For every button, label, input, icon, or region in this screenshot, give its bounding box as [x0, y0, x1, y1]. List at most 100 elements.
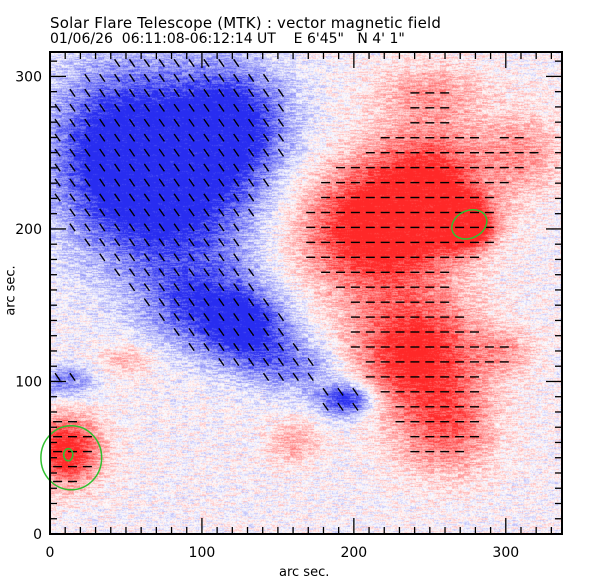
- field-vector: [218, 163, 225, 172]
- field-vector: [143, 133, 151, 142]
- field-vector: [307, 357, 314, 367]
- field-vector: [173, 178, 180, 187]
- field-vector: [128, 193, 136, 202]
- field-vector: [173, 148, 180, 157]
- chart-title: Solar Flare Telescope (MTK) : vector mag…: [50, 14, 442, 32]
- field-vector: [248, 178, 255, 187]
- field-vector: [158, 178, 165, 187]
- field-vector: [322, 387, 329, 396]
- field-vector: [84, 88, 91, 98]
- field-vector: [233, 238, 240, 247]
- field-vector: [158, 283, 165, 292]
- field-vector: [99, 238, 106, 247]
- field-vector: [158, 268, 165, 277]
- field-vector: [292, 342, 299, 352]
- field-vector: [99, 193, 106, 202]
- field-vector: [158, 103, 165, 112]
- field-vector: [233, 178, 240, 187]
- field-vector: [218, 88, 225, 98]
- field-vector: [233, 88, 240, 97]
- field-vector: [173, 103, 180, 112]
- field-vector: [114, 133, 121, 142]
- field-vector: [233, 342, 240, 352]
- field-vector: [84, 103, 91, 112]
- field-vector: [218, 312, 225, 322]
- field-vector: [248, 148, 255, 157]
- field-vector: [277, 313, 285, 322]
- field-vector: [54, 133, 61, 142]
- field-vector: [233, 223, 240, 232]
- field-vector: [248, 193, 255, 202]
- field-vector: [84, 163, 91, 172]
- field-vector: [218, 327, 225, 337]
- field-vector: [114, 223, 121, 232]
- field-vector: [248, 357, 255, 367]
- field-vector: [69, 163, 76, 172]
- field-vector: [99, 208, 106, 217]
- field-vector: [158, 88, 165, 98]
- x-tick-label: 0: [46, 545, 55, 561]
- field-vector: [114, 58, 121, 68]
- field-vector: [262, 357, 270, 367]
- y-tick-label: 200: [15, 222, 42, 238]
- field-vector: [218, 58, 225, 68]
- field-vector: [203, 148, 210, 157]
- field-vector: [173, 238, 180, 247]
- field-vector: [173, 268, 180, 277]
- field-vector: [143, 58, 151, 68]
- field-vector: [99, 133, 106, 142]
- field-vector: [218, 342, 225, 352]
- field-vector: [54, 103, 61, 112]
- field-vector: [233, 148, 240, 157]
- field-vector: [277, 148, 285, 157]
- field-vector: [218, 178, 225, 187]
- field-vector: [248, 313, 255, 322]
- field-vector: [218, 268, 225, 277]
- field-vector: [337, 402, 344, 411]
- field-vector: [233, 58, 240, 68]
- field-vector: [143, 283, 151, 292]
- field-vector: [114, 103, 121, 112]
- field-vector: [262, 372, 270, 381]
- field-vector: [352, 402, 359, 411]
- umbra-contour: [40, 424, 103, 491]
- field-vector: [69, 148, 76, 157]
- field-vector: [114, 73, 121, 82]
- field-vector: [262, 88, 270, 97]
- field-vector: [158, 193, 165, 202]
- x-tick-label: 300: [492, 545, 519, 561]
- field-vector: [143, 103, 151, 112]
- field-vector: [158, 238, 165, 247]
- field-vector: [203, 103, 210, 112]
- field-vector: [99, 253, 106, 262]
- field-vector: [218, 118, 225, 127]
- field-vector: [158, 223, 165, 232]
- field-vector: [188, 58, 195, 68]
- field-vector: [158, 208, 165, 217]
- field-vector: [114, 118, 121, 127]
- field-vector: [54, 118, 61, 127]
- field-vector: [173, 58, 180, 68]
- field-vector: [99, 88, 106, 97]
- field-vector: [248, 163, 255, 172]
- field-vector: [54, 163, 61, 172]
- field-vector: [69, 88, 76, 98]
- field-vector: [203, 298, 210, 307]
- field-vector: [99, 223, 106, 232]
- field-vector: [203, 133, 210, 142]
- field-vector: [262, 103, 270, 112]
- field-vector: [114, 178, 121, 187]
- field-vector: [99, 73, 106, 82]
- field-vector: [203, 327, 210, 337]
- field-vector: [188, 238, 195, 247]
- field-vector: [128, 133, 136, 142]
- field-vector: [128, 238, 136, 247]
- field-vector: [54, 148, 61, 157]
- field-vector: [218, 103, 225, 112]
- field-vector: [262, 298, 270, 307]
- field-vector: [188, 268, 195, 277]
- field-vector: [128, 283, 136, 292]
- field-vector: [69, 103, 76, 112]
- field-vector: [173, 283, 180, 292]
